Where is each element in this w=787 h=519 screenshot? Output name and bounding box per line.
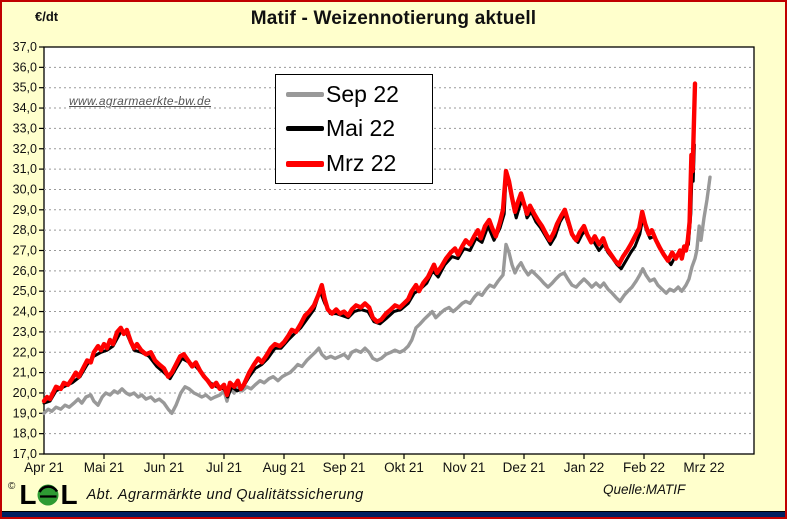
x-tick-label: Jun 21 bbox=[144, 460, 185, 475]
y-tick-label: 35,0 bbox=[13, 81, 37, 95]
copyright-symbol: © bbox=[8, 481, 16, 492]
legend-item-mrz-22: Mrz 22 bbox=[286, 150, 432, 177]
watermark-link[interactable]: www.agrarmaerkte-bw.de bbox=[69, 94, 211, 108]
x-tick-label: Okt 21 bbox=[384, 460, 424, 475]
department-label: Abt. Agrarmärkte und Qualitätssicherung bbox=[86, 487, 364, 503]
chart-legend: Sep 22 Mai 22 Mrz 22 bbox=[275, 74, 433, 184]
x-tick-label: Feb 22 bbox=[623, 460, 665, 475]
y-tick-label: 36,0 bbox=[13, 60, 37, 74]
y-tick-label: 26,0 bbox=[13, 264, 37, 278]
y-tick-label: 23,0 bbox=[13, 325, 37, 339]
lel-logo-letter-left: L bbox=[19, 479, 37, 510]
y-tick-label: 21,0 bbox=[13, 366, 37, 380]
x-tick-label: Dez 21 bbox=[503, 460, 546, 475]
legend-item-mai-22: Mai 22 bbox=[286, 115, 432, 142]
legend-label: Mrz 22 bbox=[326, 150, 397, 177]
page-title: Matif - Weizennotierung aktuell bbox=[250, 8, 537, 29]
legend-line-sample bbox=[286, 91, 324, 97]
x-tick-label: Jan 22 bbox=[564, 460, 605, 475]
x-tick-label: Aug 21 bbox=[263, 460, 306, 475]
x-tick-label: Apr 21 bbox=[24, 460, 64, 475]
y-tick-label: 33,0 bbox=[13, 121, 37, 135]
legend-label: Mai 22 bbox=[326, 115, 396, 142]
legend-item-sep-22: Sep 22 bbox=[286, 81, 432, 108]
legend-line-sample bbox=[286, 126, 324, 132]
lel-logo: L L bbox=[19, 479, 78, 510]
y-tick-label: 24,0 bbox=[13, 305, 37, 319]
series-line-mrz-22 bbox=[41, 81, 698, 404]
lel-logo-globe-icon bbox=[37, 484, 59, 506]
x-tick-label: Nov 21 bbox=[443, 460, 486, 475]
y-tick-label: 25,0 bbox=[13, 284, 37, 298]
y-tick-label: 19,0 bbox=[13, 406, 37, 420]
y-tick-label: 28,0 bbox=[13, 223, 37, 237]
bottom-accent-bar bbox=[2, 511, 785, 517]
y-tick-label: 30,0 bbox=[13, 182, 37, 196]
lel-logo-letter-right: L bbox=[60, 479, 78, 510]
y-tick-label: 29,0 bbox=[13, 203, 37, 217]
y-tick-label: 37,0 bbox=[13, 40, 37, 54]
legend-label: Sep 22 bbox=[326, 80, 399, 107]
legend-line-sample bbox=[286, 160, 324, 167]
footer: © L L Abt. Agrarmärkte und Qualitätssich… bbox=[8, 480, 364, 510]
x-tick-label: Mai 21 bbox=[84, 460, 125, 475]
y-tick-label: 31,0 bbox=[13, 162, 37, 176]
y-tick-label: 22,0 bbox=[13, 345, 37, 359]
y-tick-label: 18,0 bbox=[13, 427, 37, 441]
y-tick-label: 32,0 bbox=[13, 142, 37, 156]
y-tick-label: 17,0 bbox=[13, 447, 37, 461]
x-tick-label: Jul 21 bbox=[206, 460, 242, 475]
x-tick-label: Mrz 22 bbox=[683, 460, 724, 475]
source-label: Quelle:MATIF bbox=[603, 482, 686, 497]
y-tick-label: 27,0 bbox=[13, 244, 37, 258]
series-line-sep-22 bbox=[42, 175, 712, 415]
y-tick-label: 34,0 bbox=[13, 101, 37, 115]
x-tick-label: Sep 21 bbox=[323, 460, 366, 475]
y-axis-unit-label: €/dt bbox=[35, 9, 59, 24]
y-tick-label: 20,0 bbox=[13, 386, 37, 400]
